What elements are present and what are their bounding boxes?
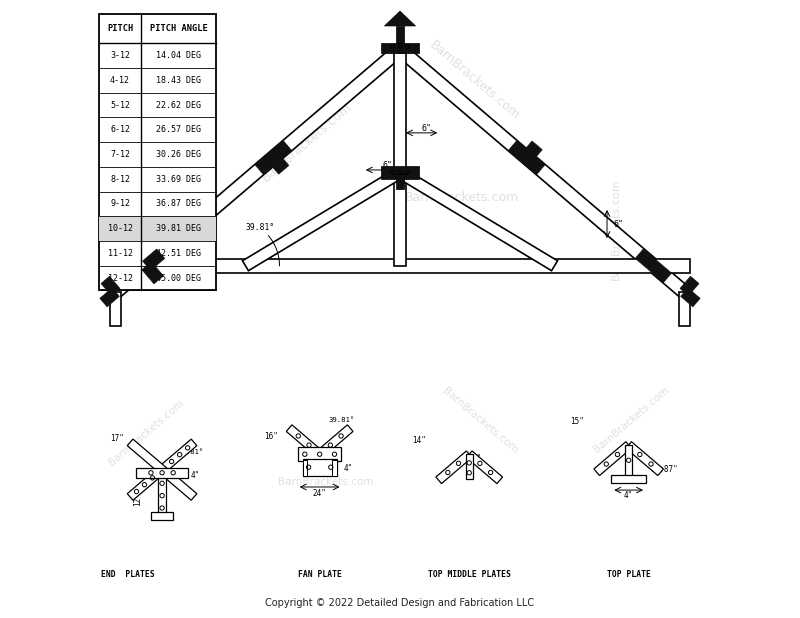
Text: BarnBrackets.com: BarnBrackets.com <box>426 38 522 122</box>
Text: TOP MIDDLE PLATES: TOP MIDDLE PLATES <box>428 570 510 579</box>
Polygon shape <box>395 44 689 297</box>
Text: 39.81°: 39.81° <box>329 417 355 423</box>
Text: 5-12: 5-12 <box>110 101 130 109</box>
Polygon shape <box>255 140 292 175</box>
Text: 14": 14" <box>412 436 426 445</box>
Text: 18.43 DEG: 18.43 DEG <box>156 76 202 85</box>
Polygon shape <box>397 167 558 271</box>
Text: BarnBrackets.com: BarnBrackets.com <box>178 178 189 279</box>
Text: 22.62 DEG: 22.62 DEG <box>156 101 202 109</box>
Polygon shape <box>678 292 690 326</box>
Text: 42.51 DEG: 42.51 DEG <box>156 249 202 258</box>
Text: 4": 4" <box>472 454 482 463</box>
Text: BarnBrackets.com: BarnBrackets.com <box>611 178 622 279</box>
Text: 9-12: 9-12 <box>110 200 130 208</box>
Text: BarnBrackets.com: BarnBrackets.com <box>592 386 671 455</box>
Text: 15": 15" <box>570 417 584 426</box>
Polygon shape <box>436 451 472 484</box>
Text: 33.69 DEG: 33.69 DEG <box>156 175 202 184</box>
Polygon shape <box>268 153 289 174</box>
Text: 8-12: 8-12 <box>110 175 130 184</box>
Text: PITCH ANGLE: PITCH ANGLE <box>150 24 208 33</box>
Polygon shape <box>385 11 415 26</box>
Polygon shape <box>151 512 173 520</box>
Text: 11-12: 11-12 <box>107 249 133 258</box>
Text: 7-12: 7-12 <box>110 150 130 159</box>
Text: PITCH: PITCH <box>107 24 133 33</box>
Text: 14.04 DEG: 14.04 DEG <box>156 51 202 60</box>
Text: 6": 6" <box>613 219 623 229</box>
Text: 39.81°: 39.81° <box>246 222 274 232</box>
Polygon shape <box>382 166 418 179</box>
Text: Copyright © 2022 Detailed Design and Fabrication LLC: Copyright © 2022 Detailed Design and Fab… <box>266 598 534 607</box>
Polygon shape <box>680 276 699 296</box>
Text: 39.81°: 39.81° <box>178 449 204 455</box>
Text: 24": 24" <box>313 489 326 497</box>
Polygon shape <box>396 173 404 189</box>
Text: BarnBrackets.com: BarnBrackets.com <box>260 100 355 184</box>
Polygon shape <box>466 454 473 479</box>
Polygon shape <box>594 442 631 475</box>
Text: 26.57 DEG: 26.57 DEG <box>156 125 202 134</box>
Polygon shape <box>626 442 663 475</box>
Polygon shape <box>394 49 406 266</box>
Text: 3-12: 3-12 <box>110 51 130 60</box>
Text: 16": 16" <box>264 433 278 441</box>
Bar <box>99 216 217 241</box>
Text: 4": 4" <box>190 472 200 480</box>
Text: 45.00 DEG: 45.00 DEG <box>156 274 202 282</box>
Text: END  PLATES: END PLATES <box>102 570 155 579</box>
Polygon shape <box>101 276 120 296</box>
Polygon shape <box>111 44 405 297</box>
Text: 12-12: 12-12 <box>107 274 133 282</box>
Polygon shape <box>302 460 307 476</box>
Polygon shape <box>242 167 403 271</box>
Text: 6": 6" <box>422 124 431 133</box>
Polygon shape <box>317 425 353 457</box>
Polygon shape <box>158 477 166 516</box>
Polygon shape <box>508 140 545 175</box>
Text: 6": 6" <box>382 161 393 169</box>
Polygon shape <box>142 262 163 284</box>
Text: BarnBrackets.com: BarnBrackets.com <box>405 191 519 205</box>
Polygon shape <box>110 292 122 326</box>
Text: BarnBrackets.com: BarnBrackets.com <box>278 477 374 487</box>
Polygon shape <box>635 249 658 271</box>
Text: 4": 4" <box>343 464 352 473</box>
Polygon shape <box>466 451 502 484</box>
Text: 39.81 DEG: 39.81 DEG <box>156 224 202 233</box>
Polygon shape <box>100 288 119 307</box>
Text: 30.26 DEG: 30.26 DEG <box>156 150 202 159</box>
Text: 36.87 DEG: 36.87 DEG <box>156 200 202 208</box>
Text: 4": 4" <box>624 491 634 500</box>
Polygon shape <box>681 288 700 307</box>
Text: BarnBrackets.com: BarnBrackets.com <box>441 386 520 455</box>
Polygon shape <box>381 43 419 53</box>
Polygon shape <box>127 439 197 500</box>
Polygon shape <box>127 439 197 500</box>
Text: 6-12: 6-12 <box>110 125 130 134</box>
Polygon shape <box>396 26 404 53</box>
Text: 10-12: 10-12 <box>107 224 133 233</box>
Polygon shape <box>142 249 165 271</box>
Polygon shape <box>650 261 671 282</box>
Polygon shape <box>110 259 690 273</box>
Polygon shape <box>302 459 337 476</box>
Bar <box>99 14 217 290</box>
Polygon shape <box>611 475 646 483</box>
Text: 4-12: 4-12 <box>110 76 130 85</box>
Polygon shape <box>286 425 322 457</box>
Text: FAN PLATE: FAN PLATE <box>298 570 342 579</box>
Text: 18.87": 18.87" <box>650 465 678 474</box>
Polygon shape <box>332 460 337 476</box>
Polygon shape <box>625 445 632 479</box>
Polygon shape <box>522 141 542 162</box>
Polygon shape <box>136 468 188 478</box>
Text: TOP PLATE: TOP PLATE <box>606 570 650 579</box>
Text: 17": 17" <box>110 434 124 443</box>
Polygon shape <box>298 447 342 461</box>
Text: BarnBrackets.com: BarnBrackets.com <box>107 398 186 467</box>
Text: 12": 12" <box>134 493 142 506</box>
